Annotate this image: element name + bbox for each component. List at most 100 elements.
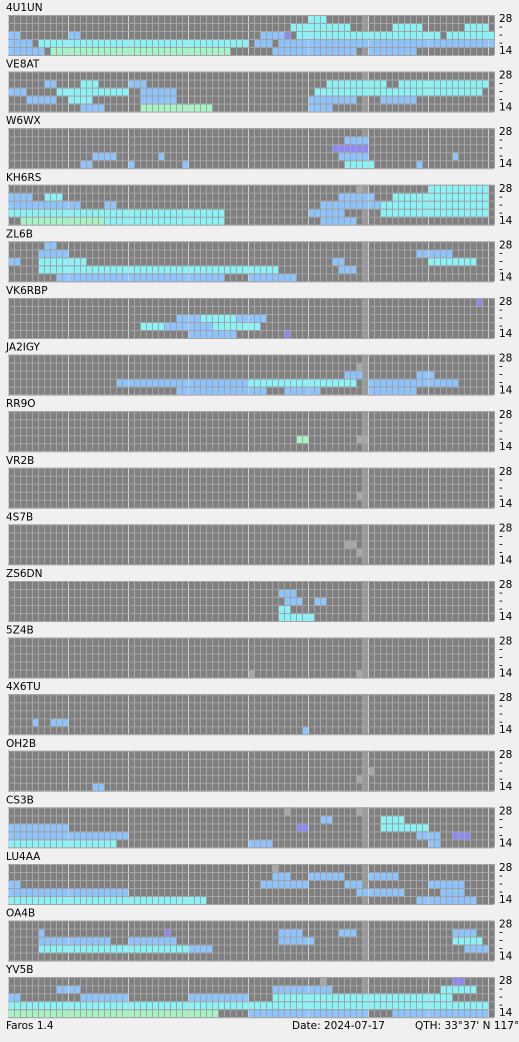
grid-background bbox=[8, 694, 494, 735]
signal-cell bbox=[398, 79, 488, 88]
band-label: 14 bbox=[499, 554, 513, 566]
band-label: 28 bbox=[499, 353, 512, 365]
band-label: 14 bbox=[499, 215, 513, 227]
band-label: - bbox=[499, 595, 503, 607]
band-label: - bbox=[499, 983, 503, 995]
band-label: - bbox=[499, 377, 503, 389]
signal-cell bbox=[302, 726, 308, 735]
app-version: Faros 1.4 bbox=[6, 1020, 54, 1032]
current-hour-column bbox=[362, 750, 368, 791]
band-label: - bbox=[499, 86, 503, 98]
band-label: - bbox=[499, 361, 503, 373]
station-name: W6WX bbox=[6, 115, 41, 127]
current-hour-column bbox=[362, 524, 368, 565]
grid-background bbox=[8, 581, 494, 621]
band-label: - bbox=[499, 813, 503, 825]
signal-cell bbox=[338, 152, 368, 161]
band-label: 28 bbox=[499, 13, 512, 25]
band-label: - bbox=[499, 991, 503, 1003]
station-name: VK6RBP bbox=[6, 285, 48, 297]
band-label: - bbox=[499, 765, 503, 777]
band-label: 14 bbox=[499, 837, 513, 849]
grid-background bbox=[8, 750, 494, 791]
band-label: - bbox=[499, 199, 503, 211]
signal-cell bbox=[368, 378, 458, 387]
band-label: - bbox=[499, 304, 503, 316]
signal-cell bbox=[338, 928, 356, 937]
signal-cell bbox=[272, 872, 290, 880]
band-label: - bbox=[499, 474, 503, 486]
signal-cell bbox=[38, 928, 44, 937]
current-hour-column bbox=[362, 807, 368, 848]
station-name: 5Z4B bbox=[6, 625, 34, 637]
signal-cell bbox=[452, 152, 458, 161]
signal-cell bbox=[32, 718, 38, 727]
band-label: - bbox=[499, 999, 503, 1011]
signal-cell bbox=[356, 184, 362, 193]
signal-cell bbox=[356, 774, 362, 783]
signal-cell bbox=[356, 491, 362, 500]
signal-cell bbox=[320, 977, 326, 986]
signal-cell bbox=[50, 718, 68, 727]
band-label: 14 bbox=[499, 668, 513, 680]
signal-cell bbox=[284, 807, 290, 816]
signal-cell bbox=[8, 896, 206, 904]
signal-cell bbox=[116, 378, 266, 387]
band-label: - bbox=[499, 417, 503, 429]
band-label: - bbox=[499, 142, 503, 154]
band-label: - bbox=[499, 433, 503, 445]
band-label: 14 bbox=[499, 894, 513, 906]
date: Date: 2024-07-17 bbox=[292, 1020, 385, 1032]
signal-cell bbox=[128, 79, 146, 88]
band-label: - bbox=[499, 935, 503, 947]
band-label: - bbox=[499, 870, 503, 882]
band-label: 28 bbox=[499, 70, 512, 82]
band-label: - bbox=[499, 644, 503, 656]
band-label: - bbox=[499, 490, 503, 502]
band-label: 14 bbox=[499, 724, 513, 736]
band-label: 28 bbox=[499, 183, 512, 195]
station-name: 4X6TU bbox=[6, 681, 41, 693]
signal-cell bbox=[476, 298, 482, 306]
signal-cell bbox=[284, 31, 290, 39]
band-label: - bbox=[499, 94, 503, 106]
station-name: KH6RS bbox=[6, 172, 42, 184]
band-label: - bbox=[499, 263, 503, 275]
band-label: - bbox=[499, 191, 503, 203]
grid-background bbox=[8, 411, 494, 452]
signal-cell bbox=[278, 589, 296, 597]
current-hour-column bbox=[362, 467, 368, 508]
band-label: - bbox=[499, 821, 503, 833]
band-label: - bbox=[499, 538, 503, 550]
band-label: 28 bbox=[499, 919, 512, 931]
band-label: 14 bbox=[499, 611, 513, 623]
band-label: - bbox=[499, 829, 503, 841]
signal-cell bbox=[368, 766, 374, 775]
band-label: - bbox=[499, 247, 503, 259]
signal-cell bbox=[452, 831, 470, 840]
station-name: OA4B bbox=[6, 908, 35, 920]
station-name: ZS6DN bbox=[6, 568, 42, 580]
current-hour-column bbox=[362, 241, 368, 282]
grid-background bbox=[8, 467, 494, 508]
band-label: - bbox=[499, 587, 503, 599]
band-label: - bbox=[499, 716, 503, 728]
signal-cell bbox=[8, 87, 26, 96]
signal-cell bbox=[356, 362, 362, 371]
signal-cell bbox=[356, 548, 362, 557]
band-label: 28 bbox=[499, 805, 512, 817]
signal-cell bbox=[176, 386, 266, 395]
band-label: - bbox=[499, 29, 503, 41]
signal-cell bbox=[284, 330, 290, 338]
signal-cell bbox=[182, 160, 188, 169]
signal-cell bbox=[128, 160, 134, 169]
band-label: - bbox=[499, 530, 503, 542]
band-label: - bbox=[499, 652, 503, 664]
signal-cell bbox=[44, 192, 62, 201]
signal-cell bbox=[308, 15, 326, 23]
band-label: - bbox=[499, 886, 503, 898]
signal-cell bbox=[416, 160, 422, 169]
station-name: VR2B bbox=[6, 455, 34, 467]
band-label: 28 bbox=[499, 975, 512, 987]
current-hour-column bbox=[362, 920, 368, 961]
